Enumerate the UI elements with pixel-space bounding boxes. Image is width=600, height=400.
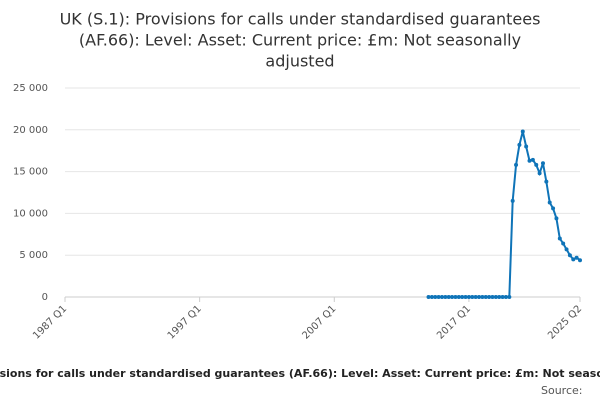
point bbox=[477, 295, 482, 299]
x-axis-label: UK (S.1): Provisions for calls under sta… bbox=[0, 367, 600, 380]
y-tick-label: 15 000 bbox=[13, 167, 48, 178]
point bbox=[480, 295, 485, 299]
point bbox=[426, 295, 431, 299]
x-tick-label: 2007 Q1 bbox=[300, 303, 338, 341]
point bbox=[503, 295, 508, 299]
point bbox=[436, 295, 441, 299]
point bbox=[537, 171, 542, 176]
y-tick-label: 5 000 bbox=[19, 250, 48, 261]
point bbox=[561, 241, 566, 246]
point bbox=[571, 257, 576, 262]
point bbox=[534, 162, 539, 167]
point bbox=[500, 295, 505, 299]
point bbox=[507, 295, 512, 299]
point bbox=[487, 295, 492, 299]
source: Source: bbox=[541, 384, 583, 397]
point bbox=[463, 295, 468, 299]
point bbox=[443, 295, 448, 299]
point bbox=[514, 162, 519, 167]
point bbox=[520, 129, 525, 134]
point bbox=[564, 247, 569, 252]
point bbox=[460, 295, 465, 299]
point bbox=[453, 295, 458, 299]
point bbox=[517, 142, 522, 147]
point bbox=[527, 158, 532, 163]
point bbox=[524, 144, 529, 149]
point bbox=[470, 295, 475, 299]
point bbox=[544, 179, 549, 184]
chart-title: adjusted bbox=[265, 52, 334, 71]
point bbox=[497, 295, 502, 299]
y-tick-label: 20 000 bbox=[13, 125, 48, 136]
series-line bbox=[428, 131, 581, 298]
y-tick-label: 25 000 bbox=[13, 83, 48, 94]
point bbox=[439, 295, 444, 299]
chart-title: (AF.66): Level: Asset: Current price: £m… bbox=[79, 31, 521, 50]
x-tick-label: 1997 Q1 bbox=[166, 303, 204, 341]
point bbox=[450, 295, 455, 299]
point bbox=[567, 253, 572, 258]
point bbox=[446, 295, 451, 299]
point bbox=[456, 295, 461, 299]
point bbox=[473, 295, 478, 299]
y-tick-label: 0 bbox=[42, 292, 48, 303]
point bbox=[551, 206, 556, 211]
point bbox=[557, 236, 562, 241]
x-tick-label: 2025 Q2 bbox=[546, 303, 584, 341]
x-tick-label: 1987 Q1 bbox=[31, 303, 69, 341]
point bbox=[429, 295, 434, 299]
chart-title: UK (S.1): Provisions for calls under sta… bbox=[60, 10, 541, 29]
point bbox=[490, 295, 495, 299]
point bbox=[530, 157, 535, 162]
y-tick-label: 10 000 bbox=[13, 208, 48, 219]
x-tick-label: 2017 Q1 bbox=[435, 303, 473, 341]
point bbox=[433, 295, 438, 299]
point bbox=[554, 216, 559, 221]
point bbox=[574, 255, 579, 260]
point bbox=[483, 295, 488, 299]
point bbox=[510, 198, 515, 203]
point bbox=[466, 295, 471, 299]
point bbox=[493, 295, 498, 299]
point bbox=[547, 200, 552, 205]
point bbox=[578, 258, 582, 263]
point bbox=[540, 161, 545, 166]
